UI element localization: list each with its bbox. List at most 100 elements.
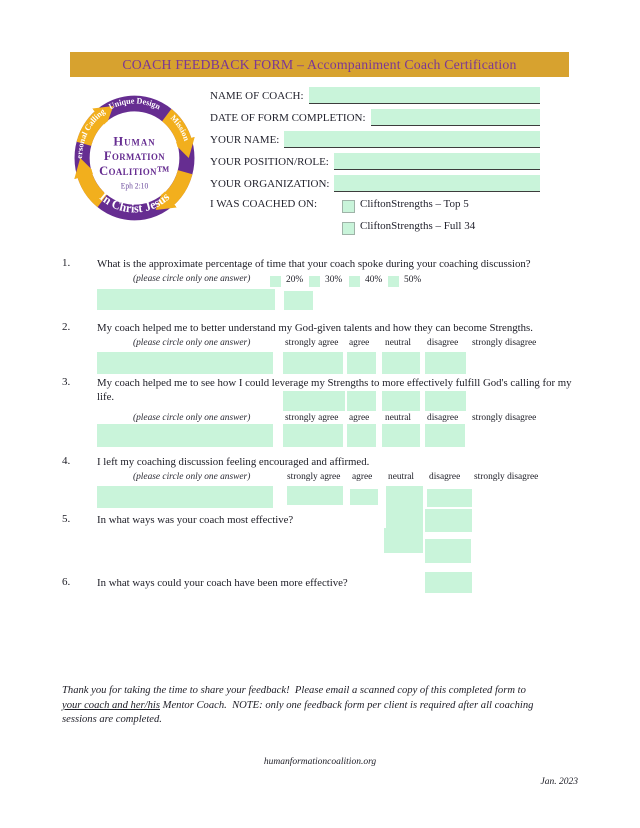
likert-label-strongly-agree: strongly agree — [285, 338, 339, 348]
answer-field-highlight[interactable] — [382, 352, 420, 374]
checkbox-top5[interactable] — [342, 200, 355, 213]
likert-label-strongly-disagree: strongly disagree — [474, 472, 539, 482]
field-row-your-organization: YOUR ORGANIZATION: — [210, 173, 540, 192]
field-row-name-of-coach: NAME OF COACH: — [210, 85, 540, 104]
field-row-your-position: YOUR POSITION/ROLE: — [210, 151, 540, 170]
question-1-hint: (please circle only one answer) — [133, 274, 251, 284]
field-label: DATE OF FORM COMPLETION: — [210, 112, 366, 124]
footer-line2-underlined: your coach and her/his — [62, 699, 160, 711]
likert-label-agree: agree — [349, 413, 370, 423]
question-6-number: 6. — [62, 576, 71, 588]
answer-field-highlight[interactable] — [425, 424, 465, 447]
hfc-logo: Personal Calling Unique Design Mission I… — [72, 93, 195, 221]
percent-checkbox-30[interactable] — [309, 276, 320, 287]
answer-field-highlight[interactable] — [283, 424, 343, 447]
likert-label-agree: agree — [352, 472, 373, 482]
logo-gold-arrow — [155, 169, 193, 211]
answer-field-highlight[interactable] — [283, 352, 343, 374]
answer-field-highlight[interactable] — [97, 352, 273, 374]
answer-field-highlight[interactable] — [425, 391, 466, 411]
answer-field-highlight[interactable] — [347, 352, 376, 374]
answer-field-highlight[interactable] — [350, 489, 378, 505]
logo-gold-arrow — [76, 105, 114, 147]
field-row-your-name: YOUR NAME: — [210, 129, 540, 148]
answer-field-highlight[interactable] — [283, 391, 345, 411]
field-row-date-of-completion: DATE OF FORM COMPLETION: — [210, 107, 540, 126]
answer-field-highlight[interactable] — [425, 539, 471, 563]
question-3-number: 3. — [62, 376, 71, 388]
question-3-text: My coach helped me to see how I could le… — [97, 377, 572, 403]
form-title-banner: COACH FEEDBACK FORM – Accompaniment Coac… — [70, 52, 569, 77]
answer-field-highlight[interactable] — [97, 289, 275, 310]
question-4-text: I left my coaching discussion feeling en… — [97, 456, 370, 468]
footer-line1: Thank you for taking the time to share y… — [62, 685, 526, 696]
name-of-coach-input[interactable] — [308, 87, 540, 104]
percent-label-50: 50% — [404, 275, 422, 285]
coached-on-label: I WAS COACHED ON: — [210, 198, 318, 210]
likert-label-strongly-agree: strongly agree — [285, 413, 339, 423]
checkbox-top5-label: CliftonStrengths – Top 5 — [360, 198, 469, 210]
logo-gold-arrow — [161, 108, 195, 159]
answer-field-highlight[interactable] — [384, 528, 423, 553]
question-2-number: 2. — [62, 321, 71, 333]
logo-center-line2: Formation — [104, 149, 165, 163]
answer-field-highlight[interactable] — [97, 486, 273, 508]
likert-label-neutral: neutral — [385, 413, 412, 423]
logo-verse: Eph 2:10 — [121, 181, 149, 190]
checkbox-full34-label: CliftonStrengths – Full 34 — [360, 220, 476, 232]
question-2-hint: (please circle only one answer) — [133, 338, 251, 348]
answer-field-highlight[interactable] — [287, 486, 343, 505]
likert-label-strongly-agree: strongly agree — [287, 472, 341, 482]
question-5-number: 5. — [62, 513, 71, 525]
field-label: YOUR POSITION/ROLE: — [210, 156, 329, 168]
website-link[interactable]: humanformationcoalition.org — [263, 757, 377, 767]
answer-field-highlight[interactable] — [382, 424, 420, 447]
form-title: COACH FEEDBACK FORM – Accompaniment Coac… — [122, 57, 517, 72]
answer-field-highlight[interactable] — [347, 391, 376, 411]
answer-field-highlight[interactable] — [347, 424, 376, 447]
likert-label-disagree: disagree — [427, 338, 459, 348]
logo-center-line1: Human — [113, 134, 155, 148]
percent-label-30: 30% — [325, 275, 343, 285]
answer-field-highlight[interactable] — [425, 572, 472, 593]
checkbox-full34[interactable] — [342, 222, 355, 235]
percent-checkbox-40[interactable] — [349, 276, 360, 287]
answer-field-highlight[interactable] — [382, 391, 420, 411]
your-position-input[interactable] — [333, 153, 540, 170]
answer-field-highlight[interactable] — [427, 489, 472, 507]
footer-line2-rest: Mentor Coach. NOTE: only one feedback fo… — [159, 699, 534, 711]
percent-checkbox-50[interactable] — [388, 276, 399, 287]
field-label: YOUR ORGANIZATION: — [210, 178, 330, 190]
answer-field-highlight[interactable] — [284, 291, 313, 310]
question-1-text: What is the approximate percentage of ti… — [97, 258, 531, 270]
date-of-completion-input[interactable] — [370, 109, 540, 126]
footer-line3: sessions are completed. — [62, 714, 162, 726]
likert-label-disagree: disagree — [427, 413, 459, 423]
likert-label-strongly-disagree: strongly disagree — [472, 413, 537, 423]
question-4-number: 4. — [62, 455, 71, 467]
question-4-hint: (please circle only one answer) — [133, 472, 251, 482]
percent-label-20: 20% — [286, 275, 304, 285]
likert-label-neutral: neutral — [385, 338, 412, 348]
revision-date: Jan. 2023 — [540, 777, 578, 787]
logo-center-line3: Coalition™ — [99, 164, 170, 178]
answer-field-highlight[interactable] — [425, 509, 472, 532]
question-1-number: 1. — [62, 257, 71, 269]
answer-field-highlight[interactable] — [425, 352, 466, 374]
likert-label-agree: agree — [349, 338, 370, 348]
logo-center-disc — [90, 111, 179, 205]
field-label: NAME OF COACH: — [210, 90, 304, 102]
question-5-text: In what ways was your coach most effecti… — [97, 514, 294, 526]
question-2-text: My coach helped me to better understand … — [97, 322, 533, 334]
percent-label-40: 40% — [365, 275, 383, 285]
your-organization-input[interactable] — [334, 175, 540, 192]
likert-label-strongly-disagree: strongly disagree — [472, 338, 537, 348]
your-name-input[interactable] — [284, 131, 540, 148]
question-6-text: In what ways could your coach have been … — [97, 577, 348, 589]
percent-checkbox-20[interactable] — [270, 276, 281, 287]
question-3-hint: (please circle only one answer) — [133, 413, 251, 423]
field-label: YOUR NAME: — [210, 134, 280, 146]
answer-field-highlight[interactable] — [386, 486, 423, 528]
answer-field-highlight[interactable] — [97, 424, 273, 447]
